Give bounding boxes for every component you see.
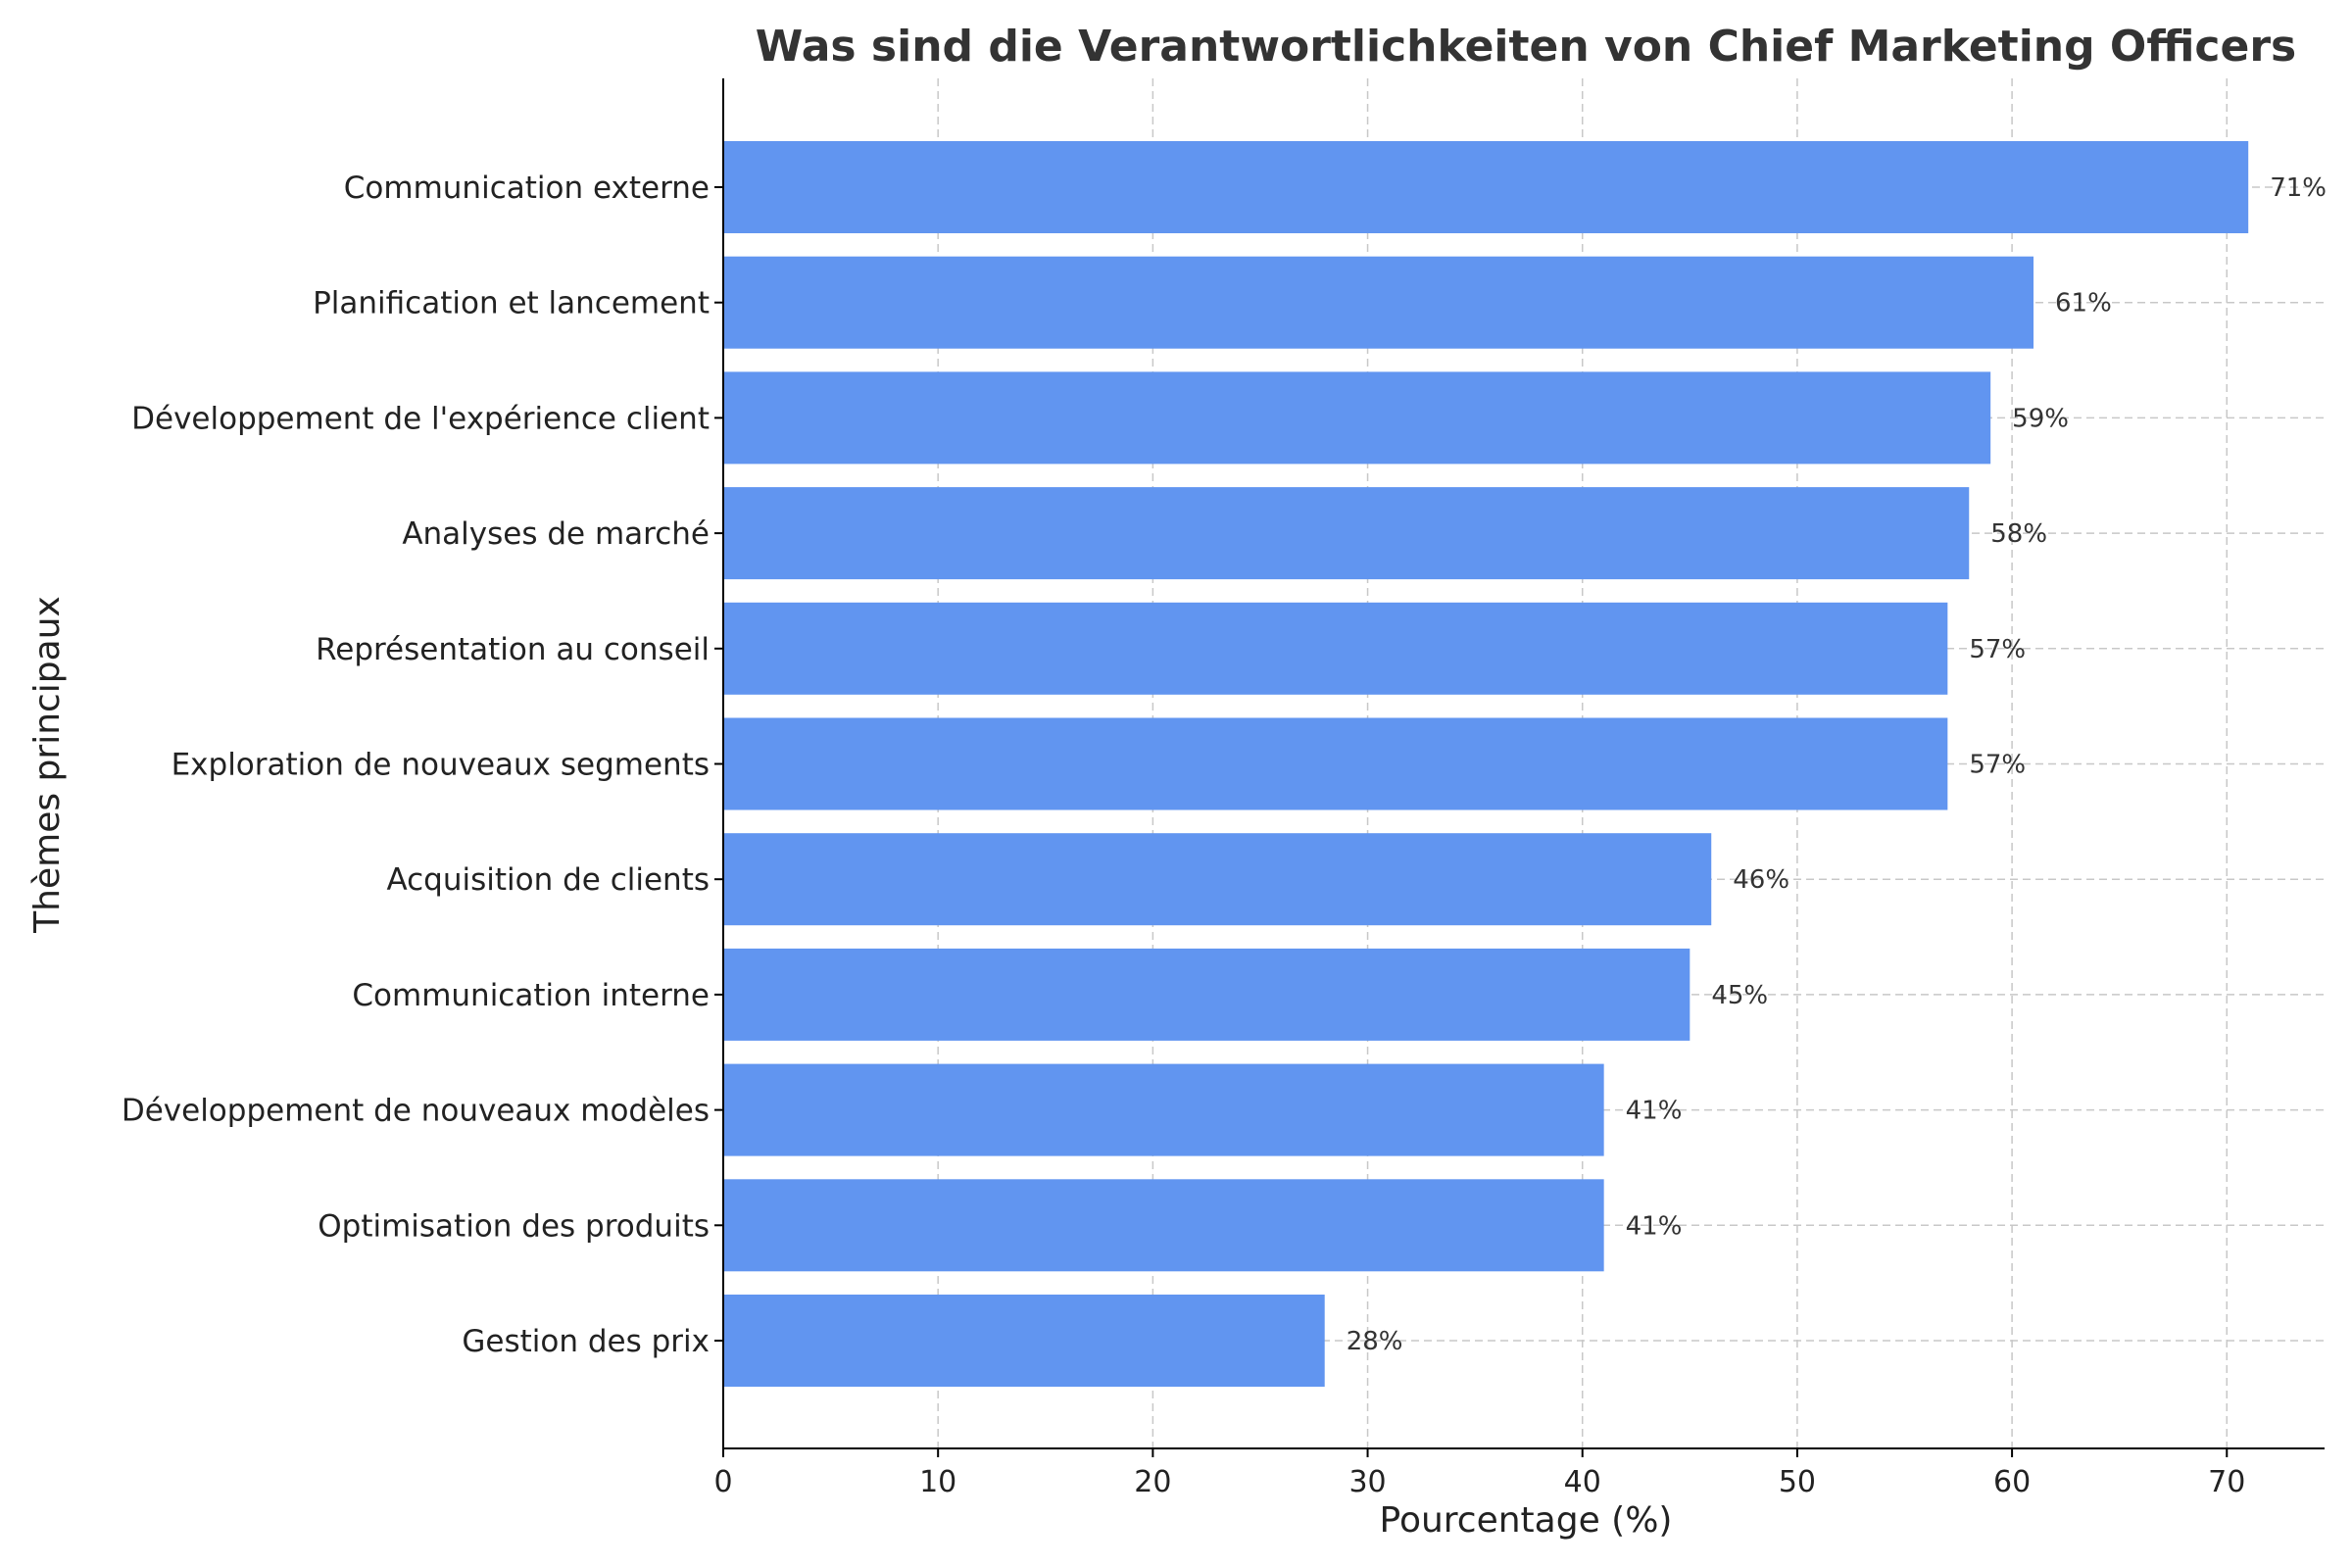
x-tick-label: 10 bbox=[919, 1465, 956, 1499]
labels: Communication externe 71% Planification et… bbox=[122, 171, 2327, 1499]
x-axis-label: Pourcentage (%) bbox=[1380, 1500, 1673, 1541]
x-tick-label: 20 bbox=[1134, 1465, 1171, 1499]
bar bbox=[723, 487, 1970, 580]
bar bbox=[723, 1179, 1604, 1272]
data-label: 41% bbox=[1626, 1211, 1683, 1241]
category-label: Optimisation des produits bbox=[318, 1208, 710, 1244]
data-label: 71% bbox=[2270, 173, 2327, 203]
data-label: 61% bbox=[2055, 289, 2112, 318]
data-label: 45% bbox=[1711, 981, 1768, 1010]
category-label: Analyses de marché bbox=[402, 516, 710, 552]
bar bbox=[723, 948, 1690, 1041]
x-tick-label: 60 bbox=[1993, 1465, 2031, 1499]
bar bbox=[723, 371, 1991, 465]
x-tick-label: 70 bbox=[2208, 1465, 2245, 1499]
category-label: Acquisition de clients bbox=[386, 862, 710, 898]
bar bbox=[723, 717, 1948, 810]
category-label: Planification et lancement bbox=[313, 286, 710, 321]
bar bbox=[723, 256, 2034, 349]
data-label: 58% bbox=[1990, 519, 2047, 549]
data-label: 57% bbox=[1969, 635, 2026, 664]
data-label: 57% bbox=[1969, 751, 2026, 780]
bars bbox=[723, 141, 2249, 1387]
category-label: Gestion des prix bbox=[462, 1324, 710, 1359]
category-label: Communication interne bbox=[352, 978, 710, 1013]
x-tick-label: 50 bbox=[1779, 1465, 1816, 1499]
category-label: Exploration de nouveaux segments bbox=[172, 748, 710, 783]
category-label: Développement de l'expérience client bbox=[131, 401, 710, 436]
category-label: Développement de nouveaux modèles bbox=[122, 1094, 710, 1129]
category-label: Représentation au conseil bbox=[316, 632, 710, 667]
bar bbox=[723, 602, 1948, 695]
bar bbox=[723, 1063, 1604, 1156]
bar bbox=[723, 141, 2249, 233]
x-tick-label: 30 bbox=[1348, 1465, 1386, 1499]
data-label: 59% bbox=[2012, 404, 2069, 433]
data-label: 46% bbox=[1733, 865, 1789, 895]
x-tick-label: 40 bbox=[1564, 1465, 1601, 1499]
data-label: 41% bbox=[1626, 1097, 1683, 1126]
bar bbox=[723, 1295, 1325, 1387]
x-tick-label: 0 bbox=[713, 1465, 732, 1499]
axes bbox=[714, 78, 2325, 1457]
data-label: 28% bbox=[1347, 1327, 1403, 1356]
chart-title: Was sind die Verantwortlichkeiten von Ch… bbox=[756, 22, 2296, 72]
y-axis-label: Thèmes principaux bbox=[27, 596, 68, 934]
category-label: Communication externe bbox=[344, 171, 710, 206]
bar bbox=[723, 833, 1712, 926]
